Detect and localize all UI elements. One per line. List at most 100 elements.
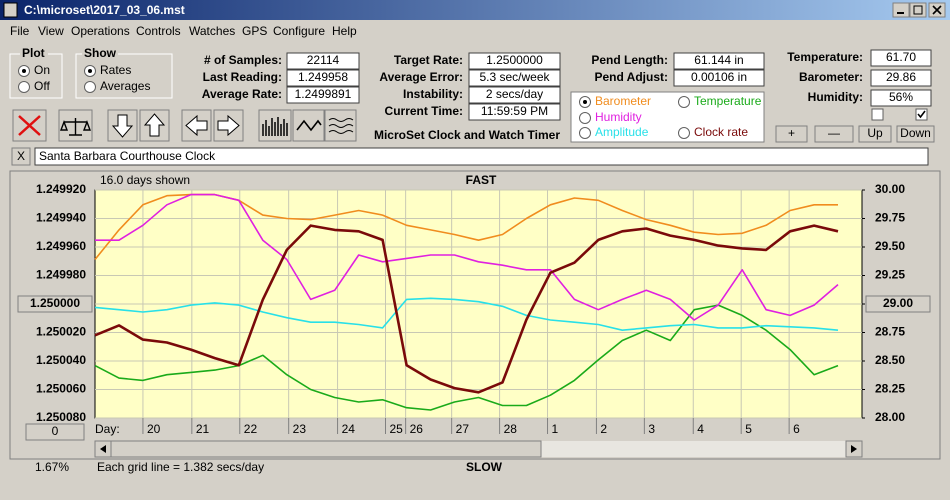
show-radio[interactable] (84, 81, 96, 93)
menu-item[interactable]: Controls (136, 24, 181, 38)
x-tick-label: 28 (504, 422, 518, 436)
menu-item[interactable]: File (10, 24, 30, 38)
y2-tick-label: 28.75 (875, 325, 905, 339)
control-button-label: Up (867, 126, 883, 140)
stats-field (286, 86, 360, 104)
series-line (95, 193, 839, 321)
delete-icon (18, 115, 41, 136)
maximize-button[interactable] (909, 2, 927, 18)
group-title-bg (82, 47, 118, 59)
stats-value: 1.2499891 (295, 87, 352, 101)
stats-label: # of Samples: (204, 53, 282, 67)
left-arrow-icon (185, 114, 208, 137)
series-radio[interactable] (579, 127, 591, 139)
y-center-button[interactable] (17, 295, 93, 313)
y-tick-label: 1.250080 (36, 410, 86, 424)
checkmark (917, 110, 926, 119)
chart-subtitle: 16.0 days shown (100, 173, 190, 187)
title-bar (0, 0, 950, 20)
plot-radio[interactable] (18, 81, 30, 93)
x-tick-label: 4 (697, 422, 704, 436)
series-radio[interactable] (678, 96, 690, 108)
y2-center-button[interactable] (865, 295, 931, 313)
stats-label: Average Rate: (202, 87, 282, 101)
menu-item[interactable]: View (38, 24, 64, 38)
legend-entry[interactable]: Clock rate (694, 125, 748, 139)
menu-item[interactable]: GPS (242, 24, 267, 38)
rates-value: 5.3 sec/week (479, 70, 550, 84)
environment-label: Barometer: (799, 70, 863, 84)
checkbox[interactable] (871, 108, 884, 121)
plot-option: Off (34, 79, 50, 93)
y-tick-label: 1.250040 (36, 353, 86, 367)
right-arrow-icon (217, 114, 240, 137)
rates-value: 1.2500000 (486, 53, 543, 67)
clock-name-field[interactable] (34, 147, 929, 166)
rates-label: Instability: (403, 87, 463, 101)
legend-entry[interactable]: Humidity (595, 110, 642, 124)
rates-field (468, 52, 561, 70)
toolbar (12, 109, 357, 142)
x-tick-label: 27 (456, 422, 470, 436)
plot-group-title: Plot (22, 46, 45, 60)
legend-entry[interactable]: Amplitude (595, 125, 649, 139)
series-line (94, 224, 839, 394)
clock-close-button[interactable] (11, 147, 31, 166)
rates-label: Target Rate: (394, 53, 463, 67)
y2-tick-label: 30.00 (875, 182, 905, 196)
legend-entry[interactable]: Temperature (694, 94, 762, 108)
show-group-title: Show (84, 46, 117, 60)
x-tick-label: 3 (648, 422, 655, 436)
offset-button[interactable] (25, 423, 85, 441)
pendulum-label: Pend Length: (591, 53, 668, 67)
environment-field (870, 49, 932, 67)
x-tick-label: 2 (600, 422, 607, 436)
minimize-button[interactable] (892, 2, 910, 18)
environment-field (870, 89, 932, 107)
x-tick-label: 20 (147, 422, 161, 436)
legend-entry[interactable]: Barometer (595, 94, 651, 108)
stats-value: 22114 (307, 53, 340, 67)
menu-item[interactable]: Operations (71, 24, 130, 38)
balance-icon (59, 118, 92, 136)
y-tick-label: 1.250060 (36, 382, 86, 396)
scrollbar (94, 440, 863, 458)
pendulum-field (673, 52, 765, 70)
rates-field (468, 69, 561, 87)
scroll-thumb[interactable] (110, 440, 542, 458)
plot-radio-dot (22, 69, 26, 73)
rates-field (468, 86, 561, 104)
environment-label: Temperature: (787, 50, 863, 64)
show-option: Rates (100, 63, 131, 77)
scroll-right-icon (851, 445, 857, 453)
x-tick-label: 21 (196, 422, 210, 436)
y2-tick-label: 29.25 (875, 268, 905, 282)
control-button[interactable] (858, 125, 892, 143)
window-title: C:\microset\2017_03_06.mst (24, 3, 185, 17)
menu-item[interactable]: Watches (189, 24, 235, 38)
series-radio[interactable] (579, 112, 591, 124)
wave-icon (296, 119, 322, 132)
y2-tick-label: 29.00 (883, 296, 913, 310)
x-tick-label: 25 (390, 422, 404, 436)
squiggle-button[interactable] (324, 109, 357, 142)
control-button[interactable] (896, 125, 935, 143)
rates-label: Average Error: (379, 70, 463, 84)
control-button[interactable] (775, 125, 808, 143)
y-tick-label: 1.250000 (30, 296, 80, 310)
environment-field (870, 69, 932, 87)
x-tick-label: 24 (342, 422, 356, 436)
down-arrow-icon (111, 114, 134, 138)
y2-tick-label: 28.25 (875, 382, 905, 396)
group-title-bg (20, 47, 48, 59)
menu-item[interactable]: Configure (273, 24, 325, 38)
squiggle-icon (328, 118, 354, 134)
y-tick-label: 1.249940 (36, 211, 86, 225)
bars-icon (262, 117, 288, 136)
control-button[interactable] (814, 125, 854, 143)
show-group-box (75, 53, 173, 99)
grid-note: Each grid line = 1.382 secs/day (97, 460, 264, 474)
rates-value: 11:59:59 PM (481, 104, 548, 118)
menu-item[interactable]: Help (332, 24, 357, 38)
series-radio[interactable] (678, 127, 690, 139)
